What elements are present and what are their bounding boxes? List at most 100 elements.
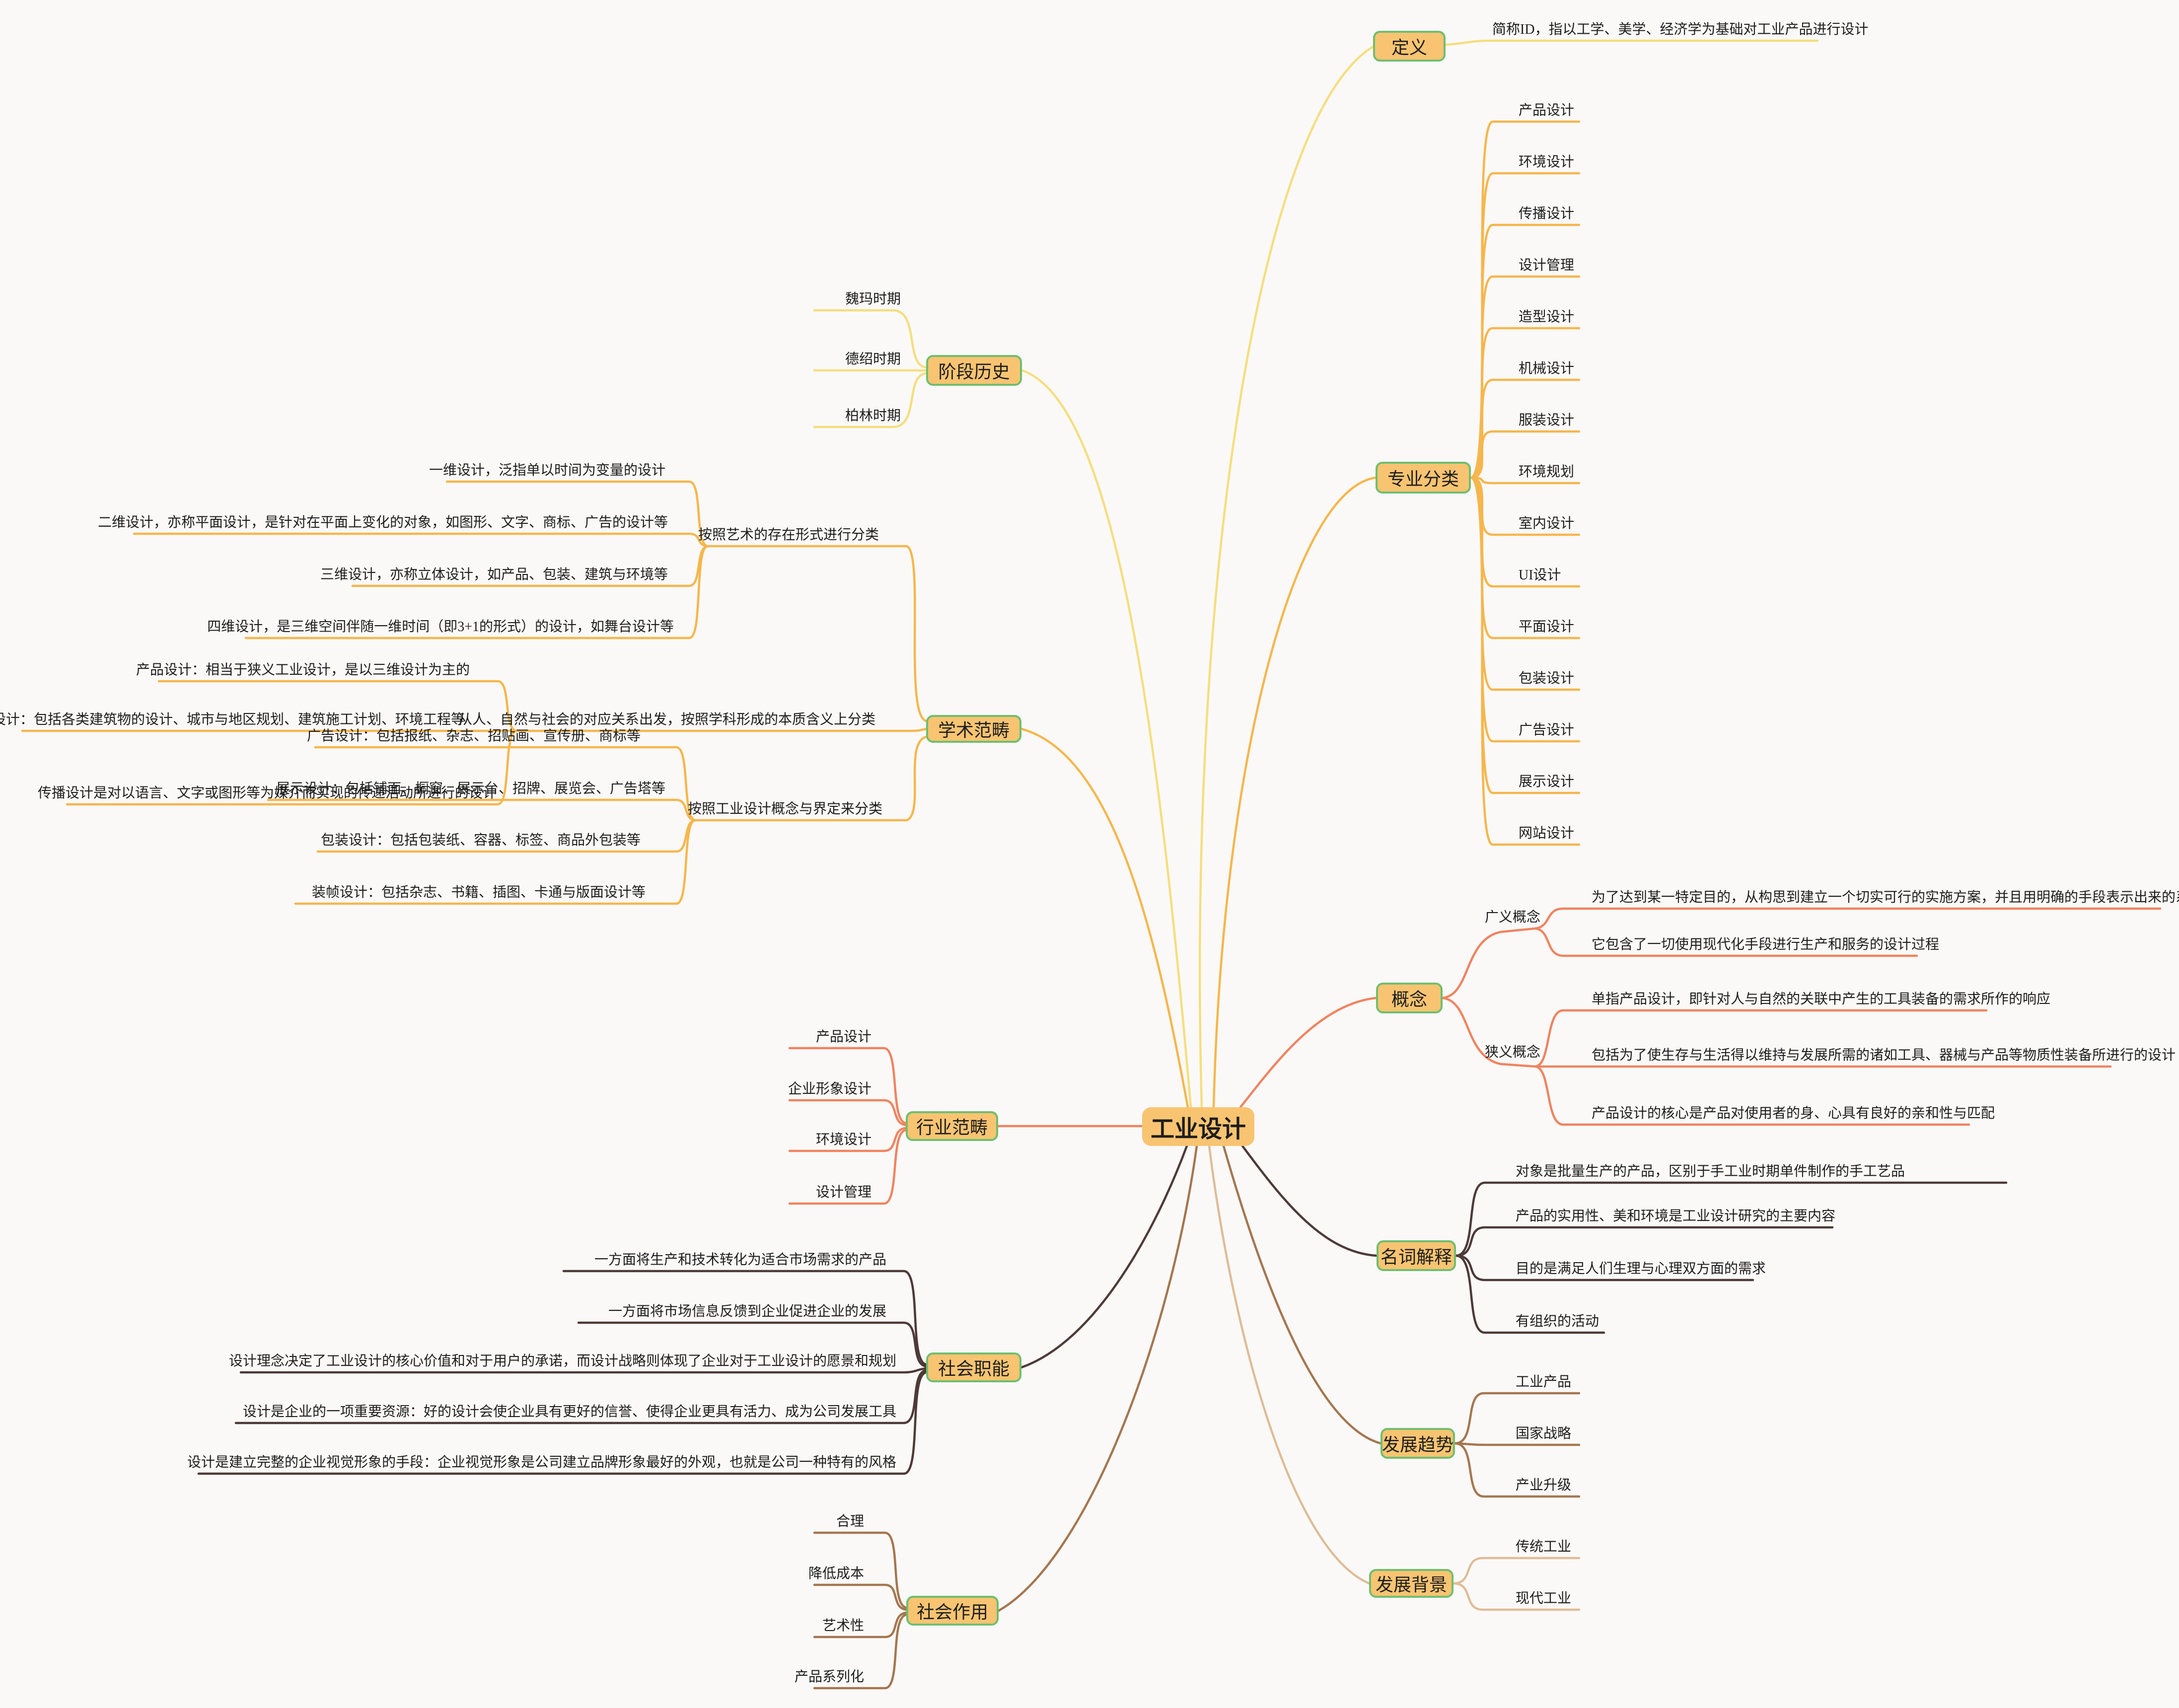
root-topic[interactable]: 工业设计 <box>1142 1107 1254 1146</box>
leaf-industry[interactable]: 设计管理 <box>815 1185 872 1200</box>
leaf-broad-concept[interactable]: 为了达到某一特定目的，从构思到建立一个切实可行的实施方案，并且用明确的手段表示出… <box>1592 890 2179 905</box>
leaf-social-function[interactable]: 一方面将生产和技术转化为适合市场需求的产品 <box>594 1252 886 1268</box>
leaf-social-role[interactable]: 合理 <box>836 1514 864 1529</box>
branch-curve <box>1441 996 1537 1068</box>
leaf-id-concept[interactable]: 广告设计：包括报纸、杂志、招贴画、宣传册、商标等 <box>306 728 641 744</box>
leaf-social-role[interactable]: 产品系列化 <box>794 1669 864 1685</box>
branch-curve <box>1534 907 2162 930</box>
branch-curve <box>1441 927 1537 999</box>
branch-curve <box>66 729 518 806</box>
leaf-major[interactable]: 展示设计 <box>1519 774 1575 789</box>
leaf-id-concept[interactable]: 包装设计：包括包装纸、容器、标签、商品外包装等 <box>320 833 641 848</box>
leaf-industry[interactable]: 产品设计 <box>815 1029 872 1045</box>
branch-curve <box>813 1611 908 1638</box>
leaf-narrow-concept[interactable]: 产品设计的核心是产品对使用者的身、心具有良好的亲和性与匹配 <box>1592 1106 1995 1121</box>
leaf-term[interactable]: 目的是满足人们生理与心理双方面的需求 <box>1516 1261 1766 1277</box>
leaf-major[interactable]: 包装设计 <box>1519 671 1575 686</box>
leaf-major[interactable]: 服装设计 <box>1519 413 1575 428</box>
leaf-major[interactable]: 传播设计 <box>1519 206 1575 221</box>
branch-curve <box>1444 39 1819 46</box>
leaf-id-concept[interactable]: 装帧设计：包括杂志、书籍、插图、卡通与版面设计等 <box>311 885 646 900</box>
leaf-art-form[interactable]: 二维设计，亦称平面设计，是针对在平面上变化的对象，如图形、文字、商标、广告的设计… <box>97 515 668 530</box>
leaf-art-form[interactable]: 一维设计，泛指单以时间为变量的设计 <box>429 463 665 478</box>
leaf-relation[interactable]: 产品设计：相当于狭义工业设计，是以三维设计为主的 <box>136 662 470 678</box>
leaf-social-role[interactable]: 降低成本 <box>808 1566 864 1581</box>
branch-curve <box>294 819 697 905</box>
subtopic-narrow-concept[interactable]: 狭义概念 <box>1485 1045 1541 1060</box>
topic-trend[interactable]: 发展趋势 <box>1380 1428 1455 1459</box>
branch-curve <box>1453 1392 1581 1445</box>
leaf-major[interactable]: 广告设计 <box>1519 722 1575 738</box>
topic-concept[interactable]: 概念 <box>1376 983 1443 1013</box>
leaf-social-function[interactable]: 一方面将市场信息反馈到企业促进企业的发展 <box>608 1304 886 1319</box>
topic-definition[interactable]: 定义 <box>1373 31 1446 62</box>
leaf-major[interactable]: 网站设计 <box>1519 826 1575 841</box>
branch-curve <box>1020 369 1192 1109</box>
topic-history[interactable]: 阶段历史 <box>926 355 1022 386</box>
branch-curve <box>133 532 709 548</box>
leaf-major[interactable]: 产品设计 <box>1519 103 1575 118</box>
topic-academic[interactable]: 学术范畴 <box>926 715 1021 743</box>
branch-curve <box>997 1144 1198 1612</box>
leaf-term[interactable]: 有组织的活动 <box>1516 1314 1599 1329</box>
topic-majors[interactable]: 专业分类 <box>1376 462 1471 494</box>
leaf-social-function[interactable]: 设计理念决定了工业设计的核心价值和对于用户的承诺，而设计战略则体现了企业对于工业… <box>228 1353 896 1369</box>
leaf-narrow-concept[interactable]: 包括为了使生存与生活得以维持与发展所需的诸如工具、器械与产品等物质性装备所进行的… <box>1592 1048 2176 1063</box>
leaf-social-role[interactable]: 艺术性 <box>822 1618 864 1634</box>
branch-curve <box>1222 1144 1382 1445</box>
branch-curve <box>197 1371 928 1475</box>
branch-curve <box>1534 1065 1970 1126</box>
branch-curve <box>515 727 928 732</box>
subtopic-art-form[interactable]: 按照艺术的存在形式进行分类 <box>698 527 879 543</box>
leaf-trend[interactable]: 国家战略 <box>1516 1426 1572 1441</box>
leaf-trend[interactable]: 产业升级 <box>1516 1478 1572 1493</box>
leaf-trend[interactable]: 工业产品 <box>1516 1374 1572 1390</box>
branch-curve <box>1208 1144 1371 1585</box>
leaf-art-form[interactable]: 四维设计，是三维空间伴随一维时间（即3+1的形式）的设计，如舞台设计等 <box>207 619 674 635</box>
leaf-history[interactable]: 德绍时期 <box>845 352 901 367</box>
leaf-major[interactable]: 机械设计 <box>1519 361 1575 376</box>
topic-background[interactable]: 发展背景 <box>1369 1569 1453 1598</box>
branch-curve <box>577 1321 928 1368</box>
leaf-term[interactable]: 对象是批量生产的产品，区别于手工业时期单件制作的手工艺品 <box>1516 1164 1905 1179</box>
leaf-background[interactable]: 现代工业 <box>1516 1591 1572 1606</box>
leaf-major[interactable]: 平面设计 <box>1519 619 1575 635</box>
branch-curve <box>267 798 697 822</box>
leaf-industry[interactable]: 环境设计 <box>815 1132 872 1147</box>
branch-curve <box>157 680 518 732</box>
subtopic-id-concept[interactable]: 按照工业设计概念与界定来分类 <box>687 801 882 817</box>
leaf-major[interactable]: 设计管理 <box>1519 258 1575 273</box>
leaf-major[interactable]: 环境设计 <box>1519 154 1575 170</box>
subtopic-broad-concept[interactable]: 广义概念 <box>1485 910 1541 925</box>
leaf-id-concept[interactable]: 展示设计：包括铺面、橱窗、展示台、招牌、展览会、广告塔等 <box>276 781 665 796</box>
leaf-term[interactable]: 产品的实用性、美和环境是工业设计研究的主要内容 <box>1516 1209 1836 1224</box>
leaf-relation[interactable]: 传播设计是对以语言、文字或图形等为媒介而实现的传递活动所进行的设计 <box>37 785 497 801</box>
topic-social-role[interactable]: 社会作用 <box>906 1596 999 1626</box>
leaf-narrow-concept[interactable]: 单指产品设计，即针对人与自然的关联中产生的工具装备的需求所作的响应 <box>1592 992 2051 1007</box>
branch-curve <box>1469 378 1581 479</box>
branch-curve <box>813 372 928 428</box>
leaf-major[interactable]: UI设计 <box>1519 568 1561 583</box>
branch-curve <box>706 545 928 722</box>
branch-curve <box>788 1127 907 1152</box>
branch-curve <box>813 1531 908 1609</box>
leaf-definition-note[interactable]: 简称ID，指以工学、美学、经济学为基础对工业产品进行设计 <box>1492 22 1869 37</box>
branch-curve <box>244 545 709 640</box>
leaf-social-function[interactable]: 设计是企业的一项重要资源：好的设计会使企业具有更好的信誉、使得企业更具有活力、成… <box>242 1404 896 1420</box>
leaf-social-function[interactable]: 设计是建立完整的企业视觉形象的手段：企业视觉形象是公司建立品牌形象最好的外观，也… <box>187 1455 896 1470</box>
leaf-background[interactable]: 传统工业 <box>1516 1539 1572 1555</box>
topic-terms[interactable]: 名词解释 <box>1377 1240 1456 1271</box>
topic-social-function[interactable]: 社会职能 <box>926 1352 1021 1382</box>
leaf-art-form[interactable]: 三维设计，亦称立体设计，如产品、包装、建筑与环境等 <box>320 567 668 582</box>
leaf-history[interactable]: 柏林时期 <box>845 408 901 424</box>
leaf-broad-concept[interactable]: 它包含了一切使用现代化手段进行生产和服务的设计过程 <box>1592 937 1940 952</box>
leaf-major[interactable]: 造型设计 <box>1519 309 1575 325</box>
leaf-relation[interactable]: 环境设计：包括各类建筑物的设计、城市与地区规划、建筑施工计划、环境工程等 <box>0 712 465 727</box>
topic-industry[interactable]: 行业范畴 <box>906 1111 998 1141</box>
leaf-major[interactable]: 环境规划 <box>1519 464 1575 480</box>
leaf-major[interactable]: 室内设计 <box>1519 516 1575 531</box>
leaf-history[interactable]: 魏玛时期 <box>845 291 901 307</box>
branch-curve <box>1239 996 1378 1109</box>
leaf-industry[interactable]: 企业形象设计 <box>788 1081 872 1097</box>
subtopic-relation[interactable]: 从人、自然与社会的对应关系出发，按照学科形成的本质含义上分类 <box>458 712 875 727</box>
